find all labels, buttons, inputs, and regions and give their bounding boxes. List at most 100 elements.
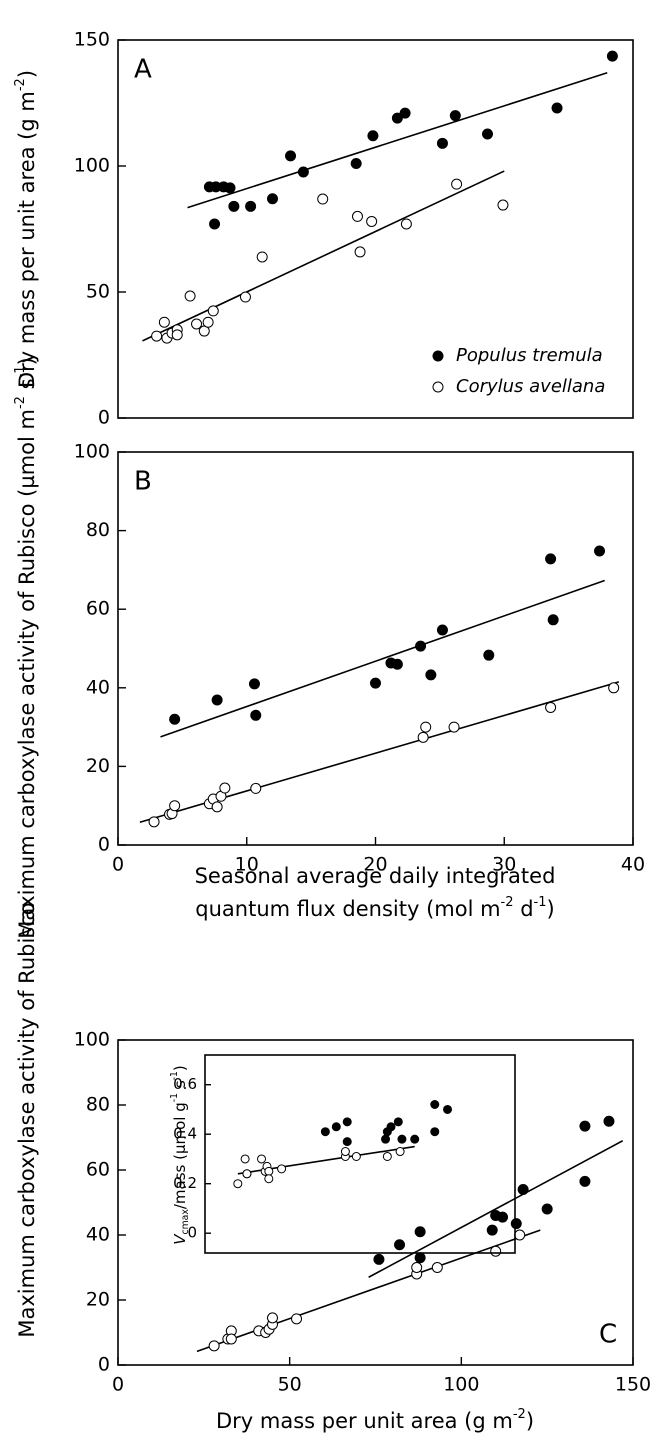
regression-line [368, 1140, 624, 1278]
point [351, 210, 363, 222]
label-part: -1 [13, 365, 28, 378]
label-part: s [171, 1080, 189, 1093]
point [517, 1184, 529, 1195]
point [482, 128, 494, 140]
point [267, 193, 278, 205]
y-tick-label: 150 [74, 29, 110, 51]
x-tick-label: 100 [443, 1374, 479, 1396]
y-tick-label: 0 [98, 1354, 110, 1376]
regression-line [196, 1229, 541, 1353]
y-tick-label: 100 [74, 155, 110, 177]
label-part: -2 [13, 396, 28, 409]
point [211, 801, 223, 813]
y-tick-label: 0 [187, 1224, 197, 1242]
point [436, 624, 448, 636]
point [411, 1262, 423, 1273]
point [257, 1154, 267, 1164]
point [367, 130, 379, 142]
point [366, 215, 378, 227]
point [233, 1179, 243, 1189]
point [291, 1313, 303, 1325]
label-part: s [15, 378, 39, 396]
point [579, 1120, 591, 1132]
point [425, 669, 437, 681]
plot-frame [204, 1054, 516, 1254]
x-tick-label: 30 [492, 854, 516, 876]
plot-frame [117, 451, 634, 846]
y-axis-label: Maximum carboxylase activity of Rubisco … [13, 357, 39, 939]
y-tick-label: 20 [86, 755, 110, 777]
point [394, 1239, 406, 1251]
x-tick-label: 20 [363, 854, 387, 876]
point [370, 677, 381, 689]
point [497, 1211, 509, 1223]
label-part: -1 [534, 895, 547, 910]
label-part: -1 [169, 1093, 180, 1102]
panel-label: B [134, 467, 152, 497]
point [448, 721, 460, 733]
point [551, 102, 563, 114]
y-tick-label: 80 [86, 1094, 110, 1116]
y-axis-label: Vcmax/mass (µmol g-1 s-1) [169, 1065, 191, 1245]
point [240, 1154, 250, 1164]
point [608, 682, 620, 694]
point [410, 1134, 420, 1144]
point [431, 1262, 443, 1273]
point [391, 112, 403, 124]
point [603, 1115, 615, 1127]
point [351, 1151, 361, 1161]
point [264, 1174, 274, 1184]
point [545, 701, 557, 713]
point [391, 658, 403, 670]
label-part: Maximum carboxylase activity of Rubisco … [15, 409, 39, 939]
point [250, 709, 262, 721]
point [436, 137, 448, 149]
point [417, 731, 429, 743]
point [451, 178, 463, 190]
point [483, 649, 495, 661]
legend-marker [432, 350, 444, 362]
x-tick-label: 150 [615, 1374, 651, 1396]
label-part: /mass (µmol g [171, 1102, 189, 1209]
point [331, 1122, 341, 1132]
point [285, 150, 297, 162]
point [342, 1117, 352, 1127]
x-axis-label: quantum flux density (mol m-2 d-1) [195, 895, 554, 921]
point [414, 1226, 426, 1238]
point [256, 251, 268, 263]
x-axis-label: Seasonal average daily integrated [195, 864, 556, 888]
point [497, 199, 509, 211]
legend-marker [432, 381, 444, 393]
point [430, 1127, 440, 1137]
point [350, 157, 362, 169]
label-part: Dry mass per unit area (g m [15, 91, 39, 388]
point [579, 1175, 591, 1187]
point [490, 1245, 502, 1257]
y-tick-label: 0 [98, 834, 110, 856]
y-tick-label: 0 [98, 407, 110, 429]
point [386, 1122, 396, 1132]
panel-label: A [134, 55, 152, 85]
point [242, 1169, 252, 1179]
point [547, 614, 559, 626]
point [594, 545, 606, 557]
y-tick-label: 40 [86, 676, 110, 698]
point [399, 107, 411, 119]
point [209, 218, 221, 230]
point [202, 316, 214, 328]
label-part: Seasonal average daily integrated [195, 864, 556, 888]
point [317, 193, 329, 205]
y-tick-label: 100 [74, 1029, 110, 1051]
point [158, 316, 170, 328]
label-part: ) [15, 357, 39, 365]
x-tick-label: 0 [112, 1374, 124, 1396]
point [381, 1134, 391, 1144]
y-tick-label: 40 [86, 1224, 110, 1246]
point [514, 1229, 526, 1241]
point [224, 182, 236, 194]
point [449, 110, 461, 122]
point [245, 200, 257, 212]
label-part: cmax [180, 1209, 191, 1235]
label-part: ) [547, 897, 555, 921]
label-part: -1 [169, 1071, 180, 1080]
